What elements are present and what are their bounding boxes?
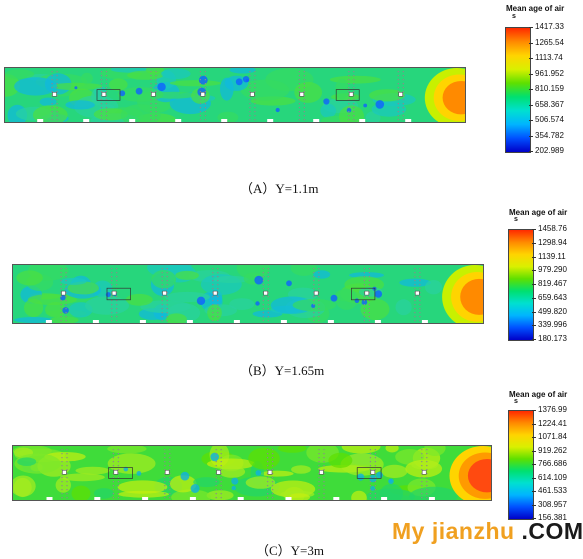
tick-label: 961.952 [535, 68, 564, 78]
tick-mark [532, 297, 536, 299]
color-bar [508, 410, 534, 520]
tick-mark [532, 242, 536, 244]
tick-mark [529, 89, 533, 90]
color-bar [508, 229, 534, 341]
contour-field [13, 265, 483, 323]
tick-mark [532, 504, 536, 506]
tick-label: 1139.11 [538, 251, 566, 261]
tick-label: 308.957 [538, 499, 567, 509]
legend-title: Mean age of air [506, 4, 565, 13]
color-bar [505, 27, 531, 153]
tick-mark [529, 120, 533, 121]
tick-mark [532, 270, 536, 272]
tick-label: 1458.76 [538, 224, 567, 233]
tick-mark [532, 450, 536, 452]
contour-field [5, 68, 465, 122]
legend-unit: s [512, 13, 516, 20]
tick-label: 1113.74 [535, 53, 563, 62]
tick-label: 339.996 [538, 320, 567, 330]
tick-label: 766.686 [538, 459, 567, 468]
tick-label: 1376.99 [538, 405, 567, 414]
tick-mark [532, 518, 536, 519]
caption-a: （A）Y=1.1m [240, 181, 319, 196]
watermark-text: My jianzhu [392, 518, 515, 544]
tick-mark [529, 58, 533, 59]
tick-label: 461.533 [538, 486, 567, 495]
tick-label: 979.290 [538, 265, 567, 275]
tick-mark [532, 256, 536, 258]
tick-label: 499.820 [538, 306, 567, 316]
tick-mark [532, 423, 536, 425]
tick-mark [532, 437, 536, 438]
tick-label: 1071.84 [538, 432, 567, 441]
caption-c: （C）Y=3m [256, 543, 325, 558]
tick-mark [532, 491, 536, 492]
tick-label: 1224.41 [538, 418, 567, 428]
legend-title: Mean age of air [509, 390, 568, 399]
tick-mark [532, 464, 536, 465]
tick-mark [529, 104, 533, 106]
tick-mark [532, 284, 536, 285]
tick-mark [532, 311, 536, 313]
tick-mark [532, 410, 536, 411]
contour-plot-b [12, 264, 484, 324]
watermark-suffix: .COM [521, 518, 583, 544]
tick-label: 659.643 [538, 292, 567, 302]
legend-unit: s [514, 216, 518, 223]
tick-mark [529, 135, 533, 137]
tick-mark [529, 151, 533, 152]
contour-plot-a [4, 67, 466, 123]
tick-label: 202.989 [535, 146, 564, 155]
tick-mark [529, 27, 533, 28]
tick-label: 819.467 [538, 279, 567, 288]
tick-label: 919.262 [538, 445, 567, 455]
tick-mark [532, 339, 536, 340]
tick-label: 156.381 [538, 513, 567, 522]
tick-mark [532, 229, 536, 230]
tick-label: 354.782 [535, 130, 564, 140]
tick-label: 180.173 [538, 334, 567, 343]
watermark-logo: My jianzhu .COM [392, 518, 583, 545]
tick-label: 810.159 [535, 84, 564, 93]
contour-plot-c [12, 445, 492, 501]
tick-label: 1417.33 [535, 22, 564, 31]
tick-label: 614.109 [538, 472, 567, 482]
tick-mark [532, 477, 536, 479]
tick-label: 658.367 [535, 99, 564, 109]
tick-label: 506.574 [535, 115, 564, 124]
contour-field [13, 446, 491, 500]
caption-b: （B）Y=1.65m [240, 363, 325, 378]
tick-mark [529, 73, 533, 75]
tick-mark [529, 42, 533, 44]
legend-unit: s [514, 398, 518, 405]
tick-mark [532, 325, 536, 327]
legend-title: Mean age of air [509, 208, 568, 217]
tick-label: 1298.94 [538, 237, 567, 247]
tick-label: 1265.54 [535, 37, 564, 47]
